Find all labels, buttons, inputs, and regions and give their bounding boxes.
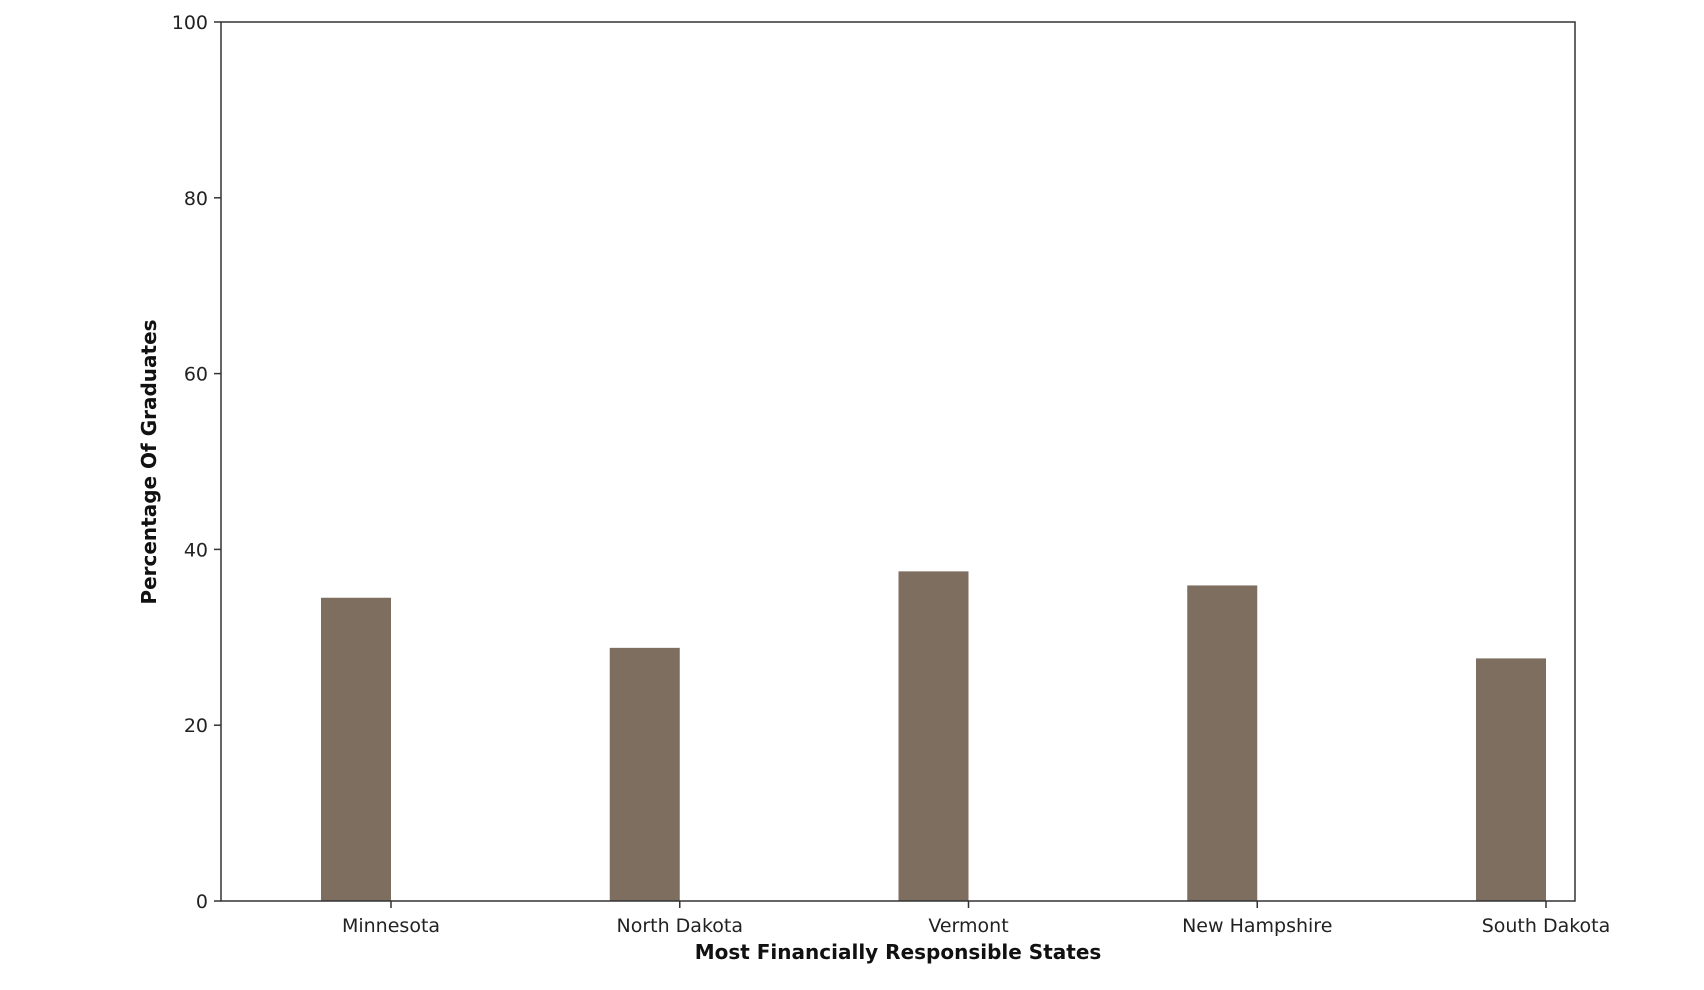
- y-tick-label: 60: [184, 364, 208, 386]
- x-tick-label: North Dakota: [617, 915, 744, 937]
- y-tick-label: 40: [184, 539, 208, 561]
- bar-vermont: [898, 571, 969, 901]
- x-axis-title: Most Financially Responsible States: [695, 940, 1102, 964]
- x-tick-label: Minnesota: [342, 915, 440, 937]
- x-tick-label: New Hampshire: [1182, 915, 1332, 937]
- bar-new-hampshire: [1187, 585, 1258, 901]
- y-axis-ticks: 0 20 40 60 80 100: [172, 12, 221, 913]
- y-tick-label: 80: [184, 188, 208, 210]
- bar-north-dakota: [609, 647, 680, 901]
- bar-south-dakota: [1476, 658, 1546, 901]
- y-axis-title: Percentage Of Graduates: [137, 319, 161, 604]
- x-tick-label: Vermont: [928, 915, 1008, 937]
- bars-layer: [321, 571, 1546, 901]
- x-axis-ticks: Minnesota North Dakota Vermont New Hampshir…: [342, 901, 1610, 937]
- plot-frame: [220, 21, 1576, 902]
- y-tick-label: 100: [172, 12, 208, 34]
- y-tick-label: 20: [184, 715, 208, 737]
- bar-minnesota: [321, 597, 391, 901]
- x-tick-label: South Dakota: [1482, 915, 1611, 937]
- y-tick-label: 0: [196, 891, 208, 913]
